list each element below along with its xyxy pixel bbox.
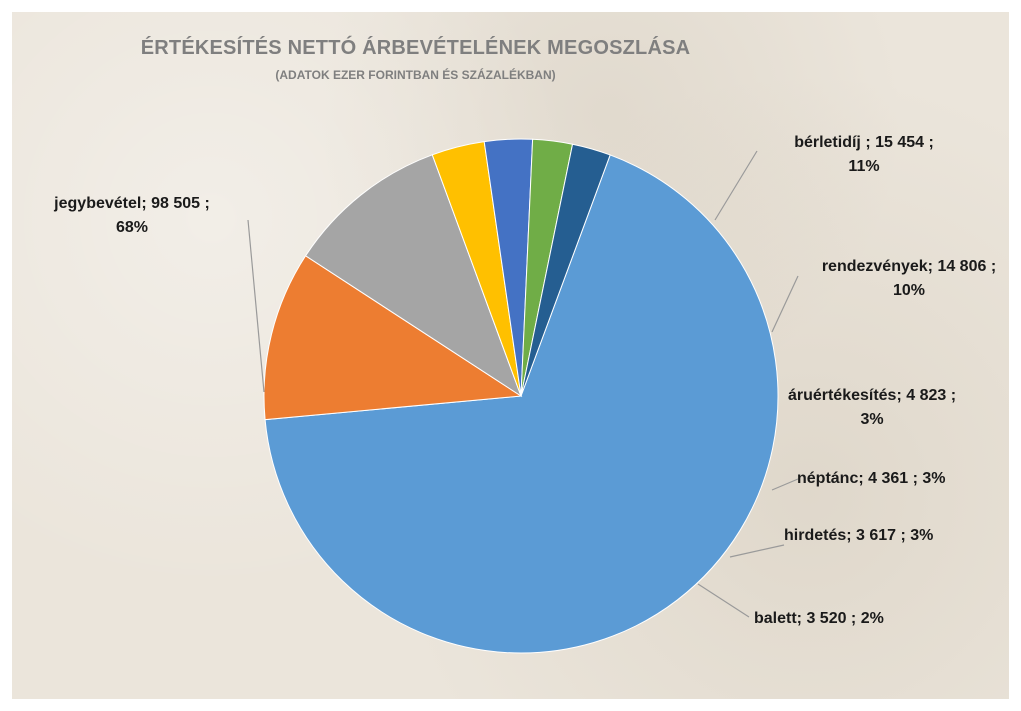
pie-slice-balett <box>520 143 611 397</box>
data-label-line: 11% <box>848 158 880 175</box>
data-label-line: balett; 3 520 ; 2% <box>754 610 884 627</box>
leader-line-jegybevétel <box>247 219 265 393</box>
chart-area: ÉRTÉKESÍTÉS NETTÓ ÁRBEVÉTELÉNEK MEGOSZLÁ… <box>12 12 1009 699</box>
data-label-line: néptánc; 4 361 ; 3% <box>797 470 946 487</box>
pie-chart <box>247 138 799 654</box>
data-label-balett: balett; 3 520 ; 2% <box>754 607 954 631</box>
data-label-line: rendezvények; 14 806 ; <box>821 258 997 275</box>
data-label-line: hirdetés; 3 617 ; 3% <box>784 527 934 544</box>
pie-slice-rendezvények <box>304 154 522 398</box>
data-label-hirdetés: hirdetés; 3 617 ; 3% <box>784 524 1004 548</box>
leader-line-néptánc <box>771 478 799 491</box>
leader-line-balett <box>697 583 750 618</box>
data-label-line: áruértékesítés; 4 823 ; <box>787 387 957 404</box>
pie-slice-bérletidíj <box>263 255 523 421</box>
data-label-line: 10% <box>892 282 926 299</box>
leader-line-rendezvények <box>771 275 799 333</box>
pie-slice-jegybevétel <box>264 154 779 654</box>
data-label-line: jegybevétel; 98 505 ; <box>54 195 210 212</box>
data-label-néptánc: néptánc; 4 361 ; 3% <box>797 467 997 491</box>
data-label-jegybevétel: jegybevétel; 98 505 ; 68% <box>14 192 250 240</box>
data-label-bérletidíj: bérletidíj ; 15 454 ; 11% <box>764 131 964 179</box>
data-label-rendezvények: rendezvények; 14 806 ; 10% <box>794 255 1009 303</box>
data-label-áruértékesítés: áruértékesítés; 4 823 ; 3% <box>782 384 962 432</box>
data-label-line: 68% <box>115 219 149 236</box>
leader-line-hirdetés <box>729 544 785 558</box>
data-label-line: bérletidíj ; 15 454 ; <box>794 134 934 151</box>
leader-line-bérletidíj <box>714 150 758 221</box>
chart-subtitle: (ADATOK EZER FORINTBAN ÉS SZÁZALÉKBAN) <box>275 68 556 82</box>
data-label-line: 3% <box>860 411 884 428</box>
chart-title: ÉRTÉKESÍTÉS NETTÓ ÁRBEVÉTELÉNEK MEGOSZLÁ… <box>140 37 691 59</box>
